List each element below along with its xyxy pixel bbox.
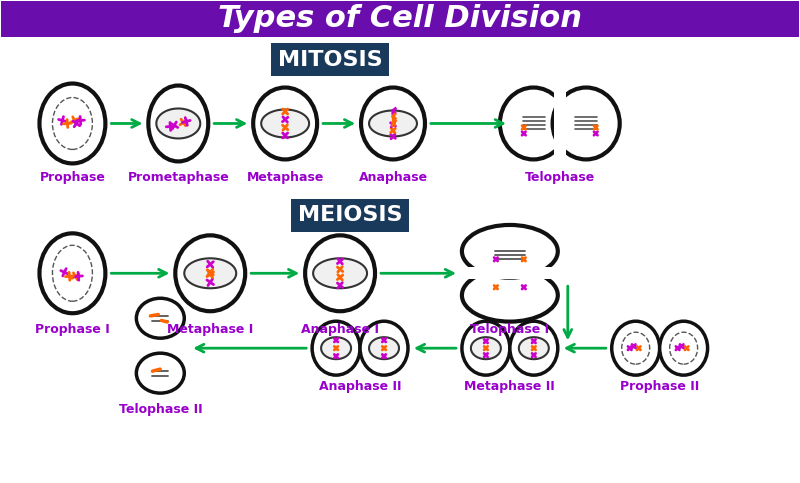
Text: Anaphase: Anaphase xyxy=(358,171,427,185)
Text: Prophase: Prophase xyxy=(39,171,106,185)
Text: Prometaphase: Prometaphase xyxy=(127,171,229,185)
Ellipse shape xyxy=(305,235,375,311)
Text: Types of Cell Division: Types of Cell Division xyxy=(218,4,582,33)
Text: MEIOSIS: MEIOSIS xyxy=(298,205,402,226)
Ellipse shape xyxy=(510,321,558,375)
Text: Anaphase I: Anaphase I xyxy=(301,323,379,336)
Ellipse shape xyxy=(612,321,660,375)
Polygon shape xyxy=(369,337,399,359)
Ellipse shape xyxy=(39,233,106,313)
Polygon shape xyxy=(156,109,200,139)
Ellipse shape xyxy=(462,321,510,375)
Text: Telophase: Telophase xyxy=(525,171,595,185)
Ellipse shape xyxy=(175,235,246,311)
Ellipse shape xyxy=(660,321,707,375)
Ellipse shape xyxy=(553,87,620,159)
FancyBboxPatch shape xyxy=(1,0,799,37)
Polygon shape xyxy=(519,337,549,359)
Ellipse shape xyxy=(136,353,184,393)
Polygon shape xyxy=(321,337,351,359)
Ellipse shape xyxy=(136,298,184,338)
Ellipse shape xyxy=(500,87,567,159)
Polygon shape xyxy=(471,337,501,359)
Text: Prophase I: Prophase I xyxy=(35,323,110,336)
Text: Metaphase I: Metaphase I xyxy=(167,323,254,336)
Ellipse shape xyxy=(361,87,425,159)
Polygon shape xyxy=(369,111,417,137)
Polygon shape xyxy=(184,258,236,288)
Polygon shape xyxy=(313,258,367,288)
Text: Telophase II: Telophase II xyxy=(118,403,202,416)
Ellipse shape xyxy=(39,84,106,163)
Bar xyxy=(554,87,566,159)
Ellipse shape xyxy=(360,321,408,375)
Text: Telophase I: Telophase I xyxy=(470,323,550,336)
Text: Metaphase: Metaphase xyxy=(246,171,324,185)
Ellipse shape xyxy=(462,269,558,322)
Ellipse shape xyxy=(312,321,360,375)
Ellipse shape xyxy=(462,225,558,278)
Text: Metaphase II: Metaphase II xyxy=(465,380,555,393)
Bar xyxy=(462,267,558,279)
Polygon shape xyxy=(261,110,309,138)
Text: Anaphase II: Anaphase II xyxy=(319,380,402,393)
Text: Prophase II: Prophase II xyxy=(620,380,699,393)
Ellipse shape xyxy=(253,87,317,159)
Ellipse shape xyxy=(148,85,208,161)
Text: MITOSIS: MITOSIS xyxy=(278,50,382,70)
